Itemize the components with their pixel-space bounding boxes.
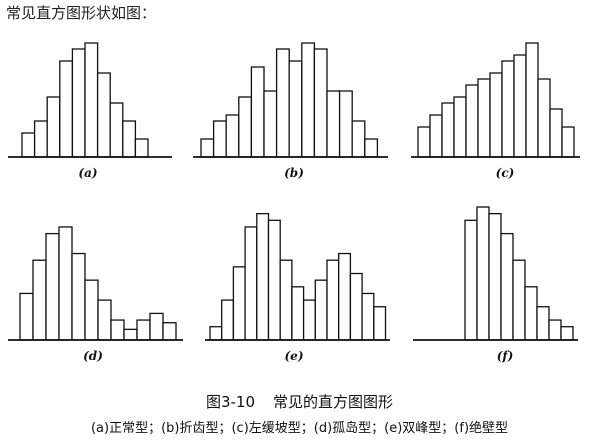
histogram-bar — [209, 326, 223, 341]
histogram-bar — [361, 292, 375, 341]
histogram-bar — [250, 66, 265, 158]
histogram-bar — [58, 226, 73, 341]
intro-text: 常见直方图形状如图： — [6, 4, 157, 22]
histogram-4: (e) — [205, 212, 390, 363]
histogram-bar — [465, 84, 479, 158]
histogram-bar — [149, 312, 164, 341]
histogram-bar — [123, 328, 138, 341]
histogram-bar — [71, 48, 86, 158]
histogram-bar — [525, 42, 539, 158]
histogram-5: (f) — [413, 206, 578, 363]
histogram-bar — [46, 96, 61, 158]
histogram-bar — [84, 279, 99, 341]
histogram-bar — [338, 90, 353, 158]
panel-label: (b) — [284, 166, 304, 180]
histogram-bar — [244, 226, 258, 341]
histogram-bar — [561, 126, 575, 158]
histogram-bar — [313, 48, 328, 158]
panel-label: (e) — [285, 349, 304, 363]
histogram-bar — [122, 120, 137, 158]
histogram-bar — [238, 96, 253, 158]
histogram-bar — [288, 60, 303, 158]
histogram-bar — [109, 102, 124, 158]
histogram-bar — [512, 259, 526, 341]
histogram-bar — [21, 132, 36, 158]
histogram-bar — [489, 72, 503, 158]
histogram-bar — [314, 279, 328, 341]
histogram-bar — [291, 286, 305, 341]
histogram-bar — [19, 292, 34, 341]
histogram-bar — [212, 120, 227, 158]
histogram-bar — [256, 212, 270, 341]
histogram-2: (c) — [411, 42, 580, 180]
histogram-bar — [338, 252, 352, 341]
histogram-bar — [477, 78, 491, 158]
histogram-0: (a) — [8, 42, 172, 180]
panel-label: (d) — [83, 349, 103, 363]
figure-legend: (a)正常型；(b)折齿型；(c)左缓坡型；(d)孤岛型；(e)双峰型；(f)绝… — [90, 421, 509, 436]
figure-caption: 图3-10 常见的直方图图形 — [0, 391, 599, 412]
histogram-bar — [275, 48, 290, 158]
histogram-3: (d) — [8, 226, 183, 363]
histogram-bar — [441, 102, 455, 158]
histogram-bar — [513, 54, 527, 158]
histogram-bar — [267, 219, 281, 341]
histogram-bar — [263, 90, 278, 158]
histogram-bar — [364, 138, 379, 158]
histogram-bar — [476, 206, 490, 341]
histogram-bar — [302, 299, 316, 341]
histogram-bar — [501, 60, 515, 158]
histogram-bar — [349, 272, 363, 341]
histogram-bar — [429, 114, 443, 158]
figure-title: 常见的直方图图形 — [273, 393, 394, 411]
histogram-bar — [488, 212, 502, 341]
histogram-bar — [59, 60, 74, 158]
histogram-bar — [221, 299, 235, 341]
histogram-bar — [200, 138, 215, 158]
histogram-bar — [33, 120, 48, 158]
histogram-bar — [110, 319, 125, 341]
histogram-bar — [453, 96, 467, 158]
histogram-bar — [134, 138, 149, 158]
histogram-bar — [232, 266, 246, 341]
histogram-1: (b) — [193, 42, 388, 180]
panel-label: (c) — [496, 166, 515, 180]
histogram-bar — [537, 78, 551, 158]
histogram-bar — [464, 219, 478, 341]
histogram-bar — [500, 232, 514, 341]
histogram-bar — [32, 259, 47, 341]
histogram-bar — [326, 259, 340, 341]
histogram-bar — [351, 120, 366, 158]
histogram-bar — [301, 42, 316, 158]
histogram-bar — [225, 114, 240, 158]
histogram-bar — [162, 322, 177, 341]
panel-label: (f) — [497, 349, 514, 363]
histogram-bar — [549, 108, 563, 158]
histogram-bar — [71, 252, 86, 341]
histogram-bar — [96, 72, 111, 158]
panel-label: (a) — [78, 166, 97, 180]
histogram-bar — [84, 42, 99, 158]
histogram-bar — [45, 232, 60, 341]
histogram-bar — [136, 319, 151, 341]
histogram-bar — [560, 326, 574, 341]
histogram-bar — [279, 259, 293, 341]
histogram-bar — [524, 286, 538, 341]
histogram-bar — [326, 90, 341, 158]
histogram-bar — [97, 299, 112, 341]
histogram-bar — [548, 319, 562, 341]
histogram-bar — [373, 306, 387, 341]
figure-number: 图3-10 — [205, 393, 256, 411]
histogram-bar — [417, 126, 431, 158]
histogram-bar — [536, 306, 550, 341]
